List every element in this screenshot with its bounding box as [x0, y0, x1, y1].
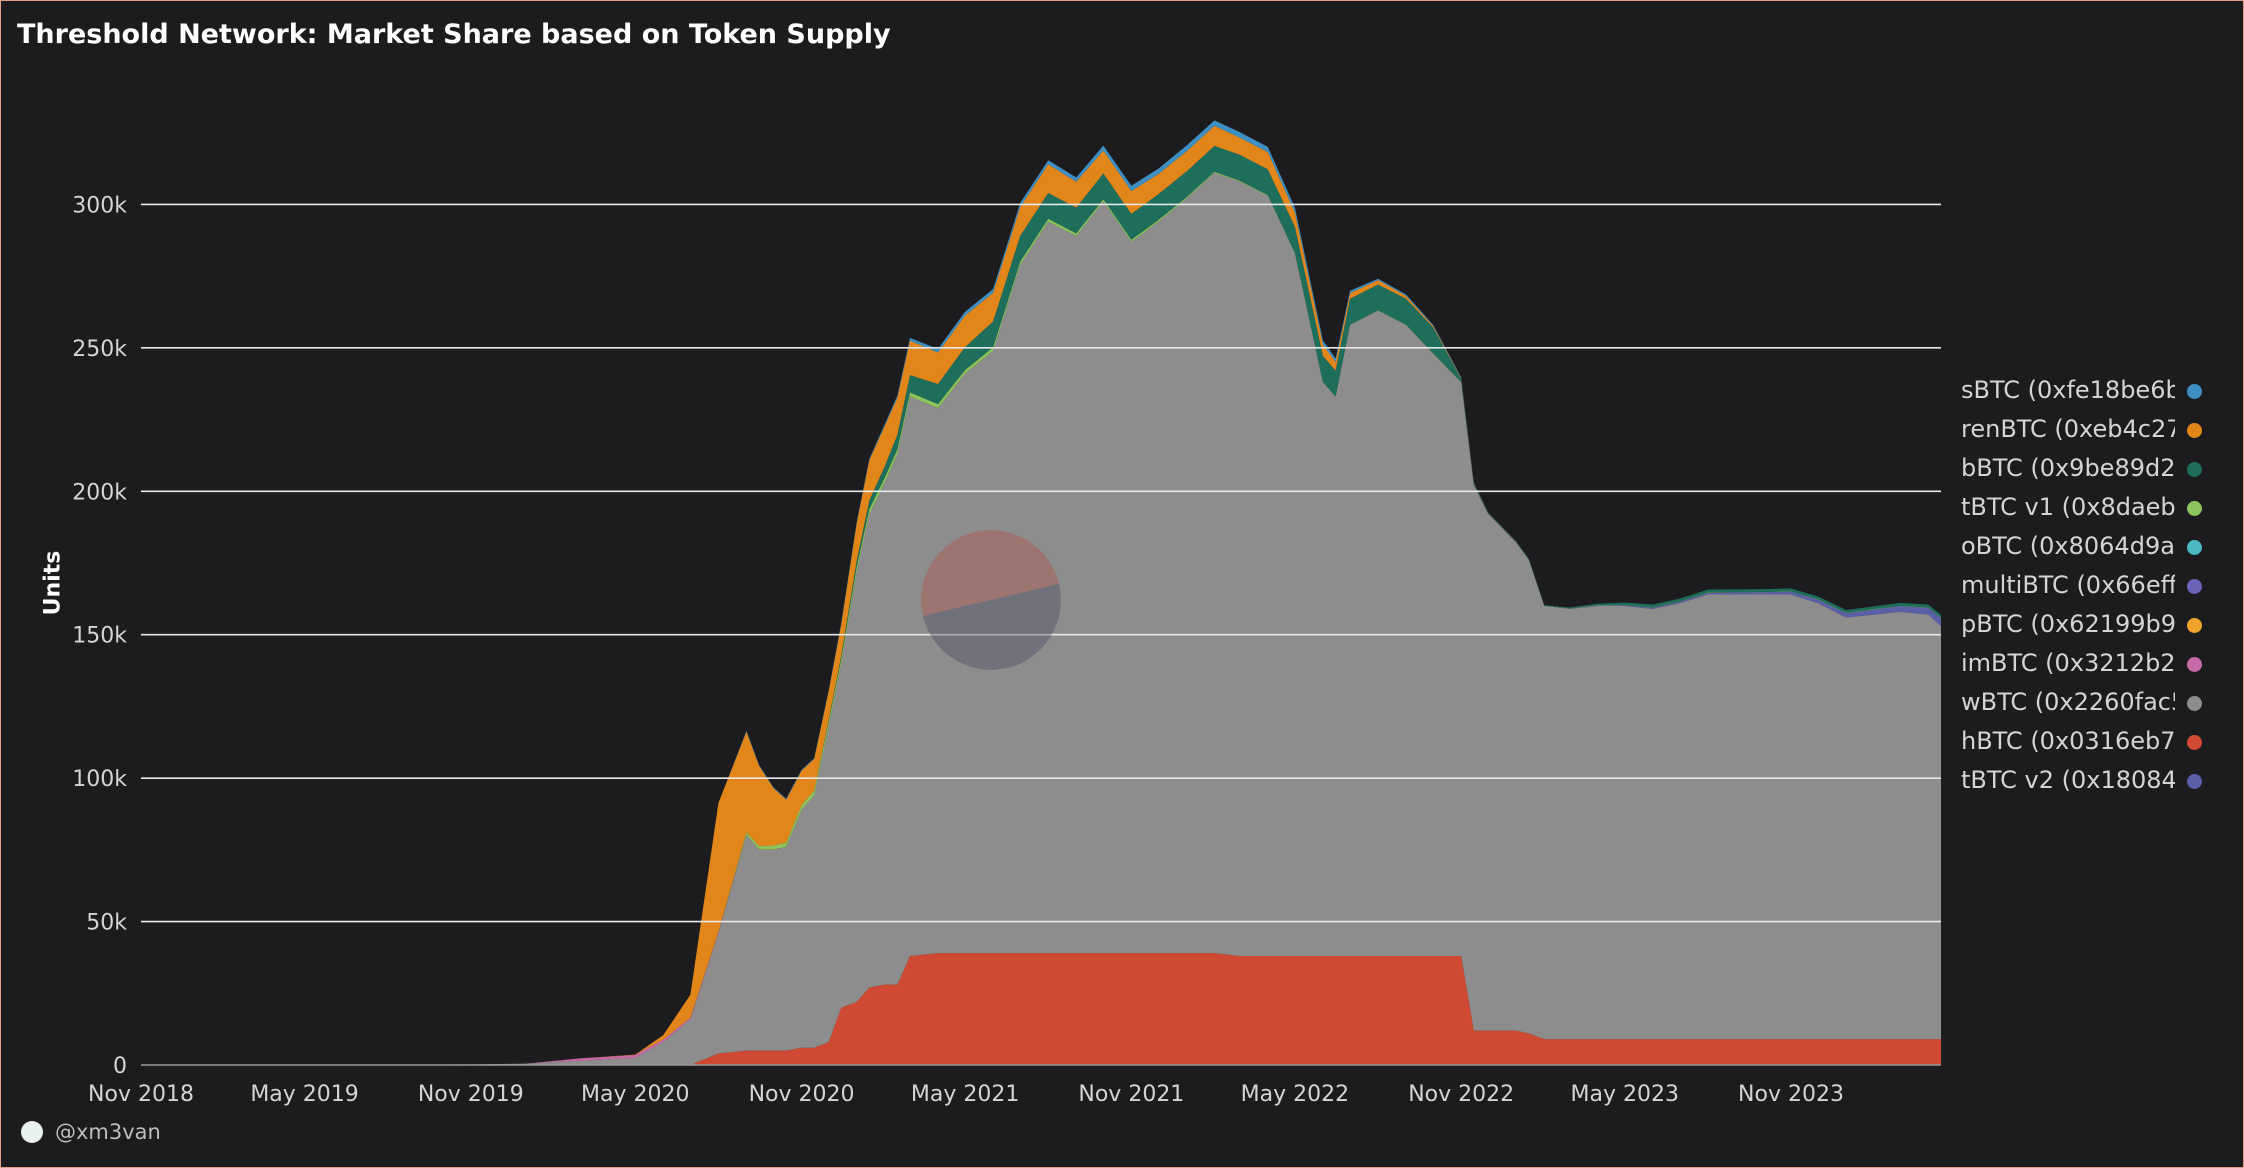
legend-label: sBTC (0xfe18be6b	[1961, 376, 2175, 404]
legend-label: imBTC (0x3212b2	[1961, 649, 2175, 677]
y-tick-label: 300k	[72, 193, 127, 218]
chart-legend: sBTC (0xfe18be6b renBTC (0xeb4c27 bBTC (0x…	[1961, 371, 2211, 800]
legend-item[interactable]: pBTC (0x62199b9	[1961, 605, 2211, 644]
legend-color-dot	[2187, 696, 2202, 711]
y-tick-label: 50k	[86, 911, 127, 936]
y-tick-label: 250k	[72, 337, 127, 362]
chart-title: Threshold Network: Market Share based on…	[17, 19, 891, 50]
x-tick-label: Nov 2023	[1738, 1082, 1844, 1107]
legend-color-dot	[2187, 501, 2202, 516]
legend-label: pBTC (0x62199b9	[1961, 610, 2175, 638]
legend-label: wBTC (0x2260fac5	[1961, 688, 2175, 716]
attribution-handle[interactable]: @xm3van	[55, 1120, 161, 1144]
legend-item[interactable]: hBTC (0x0316eb7	[1961, 722, 2211, 761]
legend-item[interactable]: sBTC (0xfe18be6b	[1961, 371, 2211, 410]
legend-color-dot	[2187, 384, 2202, 399]
stacked-area-layer	[141, 120, 1941, 1066]
x-tick-label: Nov 2018	[88, 1082, 194, 1107]
legend-item[interactable]: imBTC (0x3212b2	[1961, 644, 2211, 683]
gridlines	[141, 203, 1941, 1066]
y-tick-label: 0	[113, 1054, 127, 1079]
legend-label: tBTC v2 (0x18084	[1961, 766, 2175, 794]
legend-color-dot	[2187, 774, 2202, 789]
legend-item[interactable]: tBTC v2 (0x18084	[1961, 761, 2211, 800]
legend-item[interactable]: renBTC (0xeb4c27	[1961, 410, 2211, 449]
legend-color-dot	[2187, 657, 2202, 672]
x-tick-label: Nov 2021	[1078, 1082, 1184, 1107]
legend-label: renBTC (0xeb4c27	[1961, 415, 2175, 443]
legend-label: tBTC v1 (0x8daeba	[1961, 493, 2175, 521]
legend-color-dot	[2187, 618, 2202, 633]
legend-label: oBTC (0x8064d9a	[1961, 532, 2175, 560]
user-avatar	[21, 1121, 43, 1143]
y-axis-ticks: 0 50k 100k 150k 200k 250k 300k	[72, 193, 127, 1079]
legend-color-dot	[2187, 423, 2202, 438]
y-tick-label: 100k	[72, 767, 127, 792]
legend-label: hBTC (0x0316eb7	[1961, 727, 2175, 755]
legend-item[interactable]: wBTC (0x2260fac5	[1961, 683, 2211, 722]
legend-item[interactable]: tBTC v1 (0x8daeba	[1961, 488, 2211, 527]
y-axis-label: Units	[40, 550, 66, 616]
x-tick-label: May 2022	[1241, 1082, 1349, 1107]
legend-item[interactable]: bBTC (0x9be89d2	[1961, 449, 2211, 488]
legend-label: multiBTC (0x66eff	[1961, 571, 2175, 599]
area-hbtc	[141, 953, 1941, 1065]
x-tick-label: May 2023	[1571, 1082, 1679, 1107]
x-tick-label: May 2021	[911, 1082, 1019, 1107]
y-tick-label: 150k	[72, 624, 127, 649]
legend-color-dot	[2187, 540, 2202, 555]
x-tick-label: May 2020	[581, 1082, 689, 1107]
watermark-logo	[921, 530, 1061, 670]
x-tick-label: Nov 2020	[749, 1082, 855, 1107]
x-tick-label: Nov 2019	[418, 1082, 524, 1107]
legend-color-dot	[2187, 735, 2202, 750]
x-axis-ticks: Nov 2018 May 2019 Nov 2019 May 2020 Nov 2020…	[88, 1082, 1844, 1107]
legend-color-dot	[2187, 462, 2202, 477]
legend-color-dot	[2187, 579, 2202, 594]
x-tick-label: Nov 2022	[1408, 1082, 1514, 1107]
legend-item[interactable]: multiBTC (0x66eff	[1961, 566, 2211, 605]
y-tick-label: 200k	[72, 480, 127, 505]
area-wbtc	[141, 172, 1941, 1066]
legend-label: bBTC (0x9be89d2	[1961, 454, 2175, 482]
x-tick-label: May 2019	[250, 1082, 358, 1107]
legend-item[interactable]: oBTC (0x8064d9a	[1961, 527, 2211, 566]
